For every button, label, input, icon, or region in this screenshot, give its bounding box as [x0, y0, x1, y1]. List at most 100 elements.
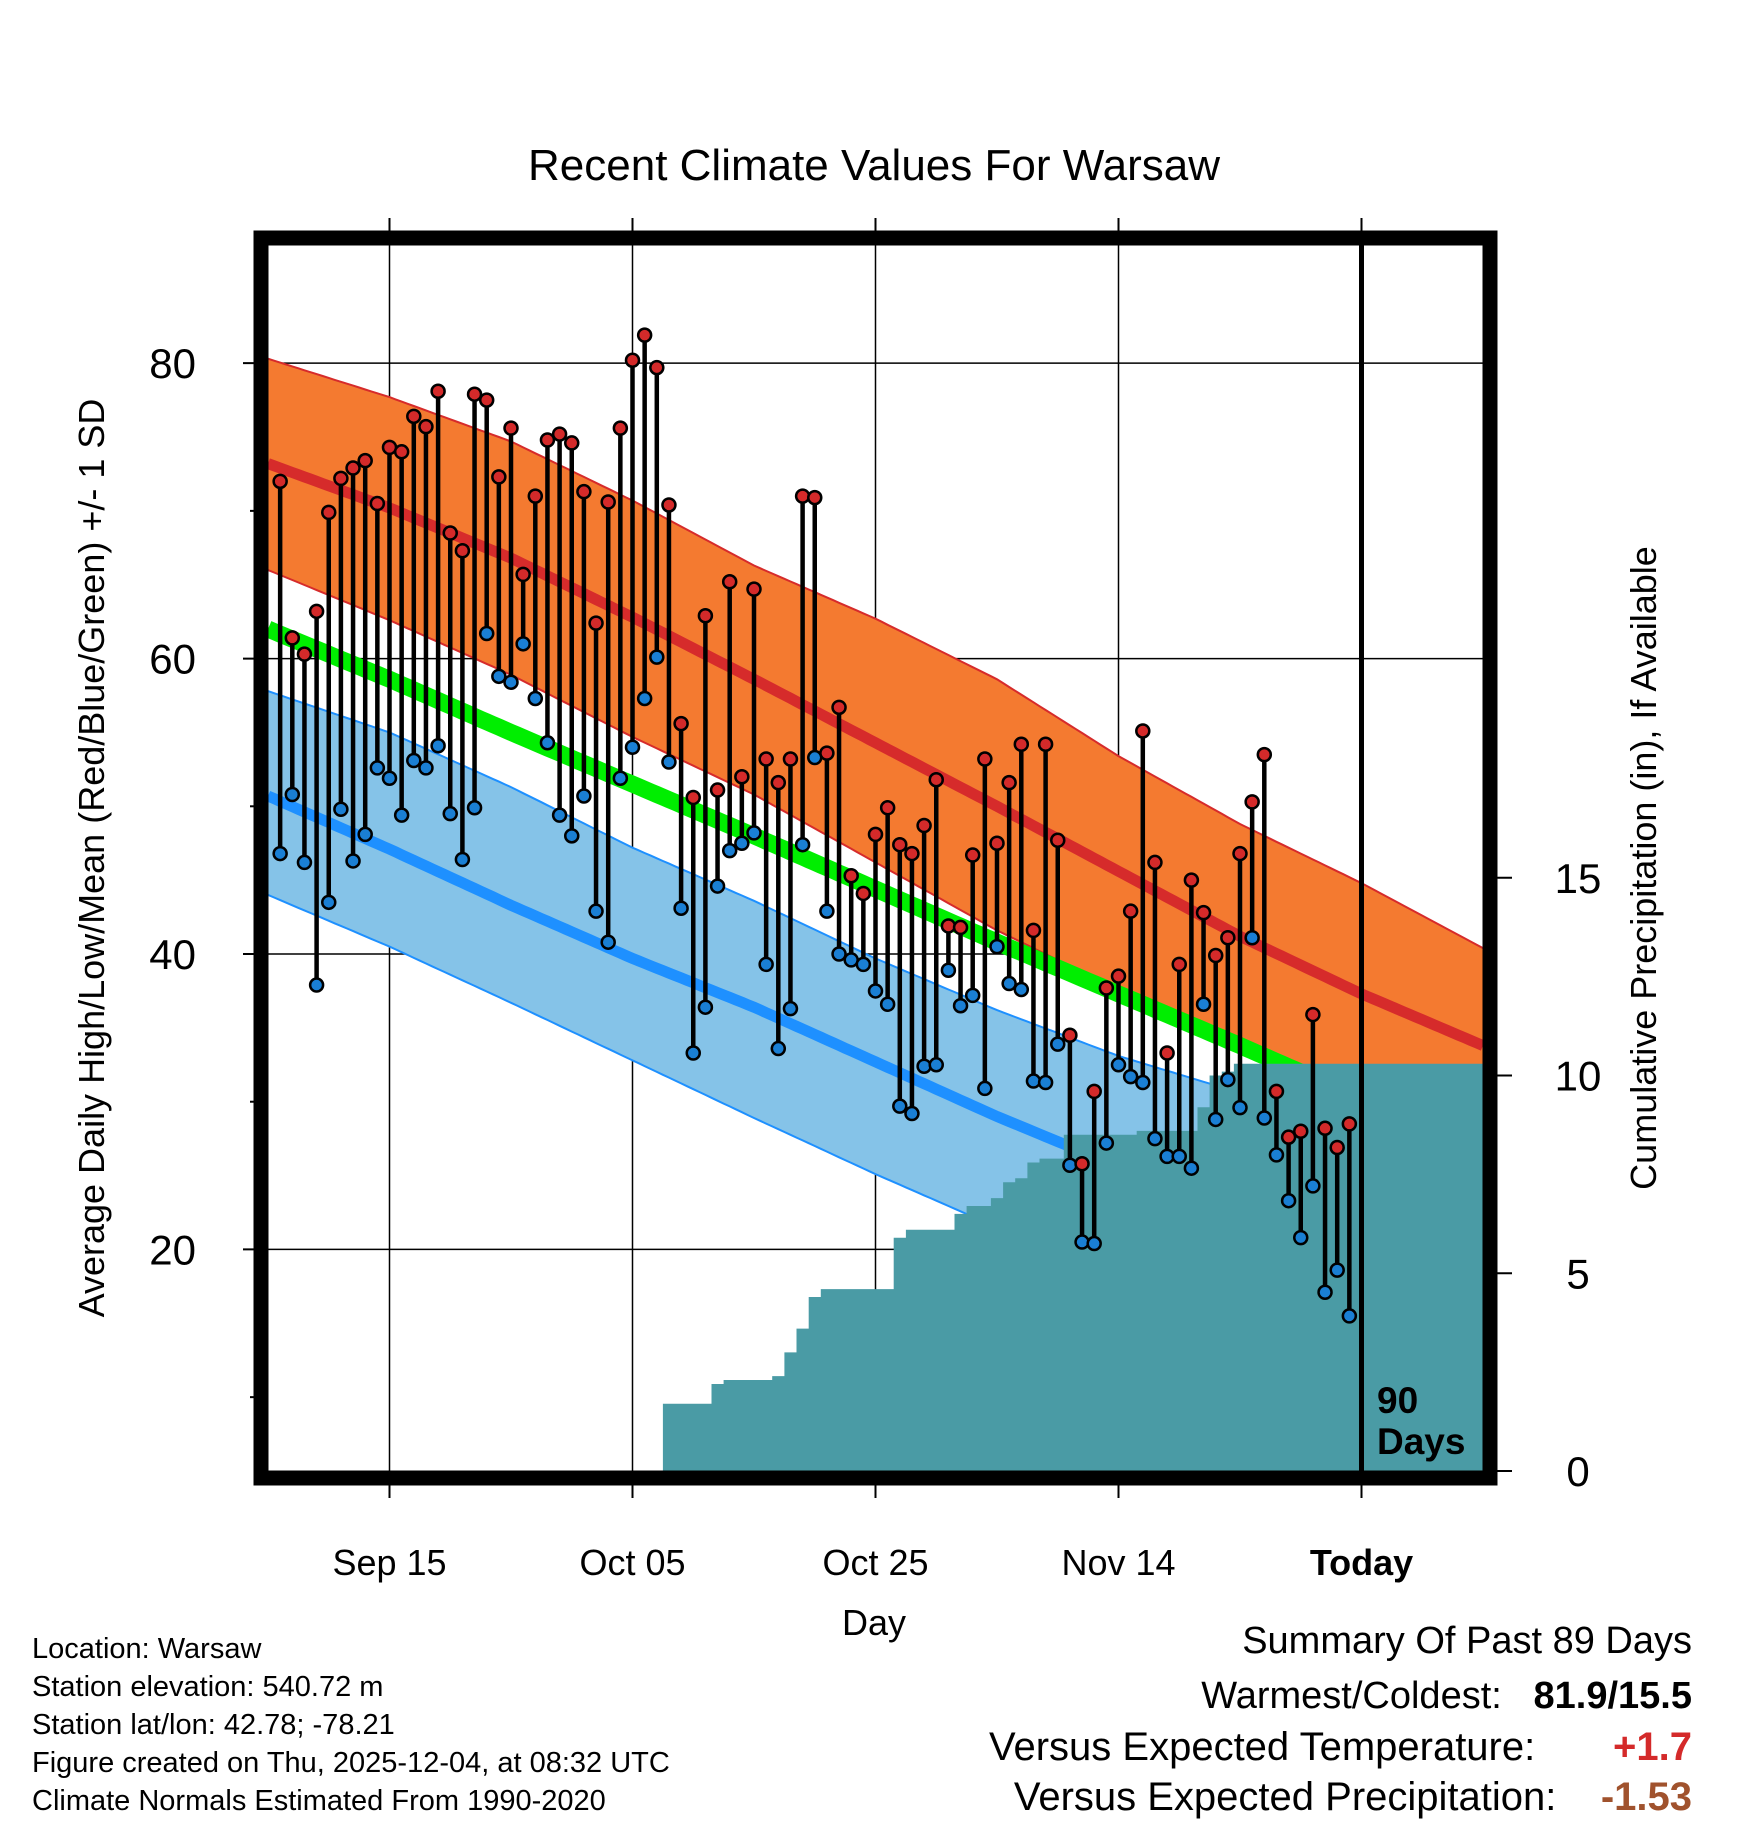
y2-tick-label: 5	[1566, 1250, 1589, 1297]
daily-high-point	[928, 771, 944, 788]
daily-low-point	[940, 962, 957, 979]
daily-high-point	[734, 769, 750, 785]
summary-warm-cold: Warmest/Coldest: 81.9/15.5	[1201, 1675, 1692, 1718]
daily-high-point	[1293, 1123, 1309, 1140]
daily-low-point	[649, 649, 665, 665]
daily-high-point	[1135, 723, 1151, 739]
daily-high-point	[867, 826, 884, 843]
daily-low-point	[661, 754, 677, 770]
daily-low-point	[758, 956, 774, 973]
daily-high-point	[1159, 1045, 1175, 1061]
daily-low-point	[867, 983, 884, 999]
daily-high-point	[636, 327, 653, 343]
daily-low-point	[491, 668, 507, 685]
daily-low-point	[430, 737, 446, 754]
daily-low-point	[977, 1080, 993, 1097]
elevation-text: Station elevation: 540.72 m	[32, 1671, 384, 1703]
daily-high-point	[649, 359, 665, 376]
daily-low-point	[734, 835, 750, 851]
daily-low-point	[1305, 1178, 1321, 1194]
daily-high-point	[1220, 930, 1236, 946]
daily-high-point	[831, 699, 847, 716]
daily-low-point	[515, 636, 531, 652]
daily-low-point	[418, 760, 434, 776]
daily-low-point	[952, 997, 969, 1014]
y-tick-label: 20	[149, 1226, 196, 1273]
daily-high-point	[782, 751, 799, 767]
created-text: Figure created on Thu, 2025-12-04, at 08…	[32, 1747, 670, 1779]
daily-high-point	[1086, 1083, 1102, 1100]
daily-low-point	[527, 690, 544, 707]
daily-high-point	[345, 460, 361, 476]
daily-low-point	[1171, 1148, 1187, 1165]
daily-high-point	[551, 426, 568, 442]
daily-high-point	[442, 525, 458, 541]
daily-high-point	[296, 646, 313, 662]
daily-low-point	[564, 828, 580, 844]
high-normal-line	[268, 458, 1483, 1051]
daily-low-point	[406, 752, 422, 769]
axes: 20 40 60 80 Sep 15 Oct 05 Oct 25 Nov 14 Today 0 5 1…	[149, 218, 1601, 1583]
daily-high-point	[1329, 1139, 1345, 1156]
daily-high-point	[1122, 903, 1139, 919]
daily-low-point	[1050, 1036, 1066, 1052]
daily-high-point	[1195, 904, 1212, 921]
daily-low-point	[1256, 1110, 1273, 1126]
summary-precip: Versus Expected Precipitation: -1.53	[1014, 1775, 1692, 1820]
daily-high-point	[1207, 947, 1224, 964]
y-tick-label: 40	[149, 931, 196, 978]
daily-low-point	[333, 801, 349, 818]
daily-low-point	[369, 760, 386, 776]
daily-low-point	[1098, 1135, 1115, 1151]
daily-high-point	[1305, 1006, 1321, 1023]
daily-low-point	[709, 878, 726, 894]
daily-high-point	[770, 774, 787, 791]
y-tick-label: 80	[149, 340, 196, 387]
daily-low-point	[1135, 1074, 1151, 1091]
daily-low-point	[782, 1000, 799, 1017]
daily-high-point	[406, 408, 422, 425]
daily-low-point	[1037, 1074, 1054, 1091]
daily-high-point	[661, 497, 677, 513]
today-days-number: 90	[1377, 1380, 1418, 1421]
daily-high-point	[709, 782, 726, 798]
daily-low-point	[308, 977, 325, 993]
daily-high-point	[1317, 1120, 1333, 1137]
cumulative-precip-area	[650, 1063, 1483, 1471]
daily-high-point	[491, 469, 507, 485]
high-sd-upper-edge	[268, 357, 1483, 949]
summary-temp: Versus Expected Temperature: +1.7	[989, 1725, 1692, 1770]
daily-low-point	[503, 674, 519, 690]
daily-high-point	[357, 452, 373, 469]
daily-low-point	[466, 800, 483, 816]
daily-low-point	[612, 770, 629, 786]
x-tick-label: Oct 25	[822, 1542, 928, 1583]
daily-low-point	[989, 938, 1005, 955]
daily-low-point	[1110, 1057, 1127, 1073]
precip-value: -1.53	[1600, 1775, 1692, 1819]
daily-low-point	[345, 853, 361, 869]
daily-low-point	[454, 851, 471, 868]
daily-high-point	[588, 615, 604, 631]
daily-low-point	[636, 690, 653, 707]
daily-high-point	[333, 470, 349, 487]
daily-high-point	[503, 420, 519, 436]
precip-label: Versus Expected Precipitation:	[1013, 1775, 1557, 1819]
daily-high-point	[819, 745, 835, 761]
daily-high-point	[321, 504, 337, 521]
daily-low-point	[1268, 1147, 1285, 1163]
y2-tick-label: 15	[1555, 855, 1602, 902]
warm-cold-label: Warmest/Coldest:	[1201, 1675, 1502, 1717]
daily-low-point	[1183, 1160, 1200, 1176]
daily-high-point	[527, 488, 544, 504]
daily-high-point	[977, 751, 993, 767]
daily-high-point	[1098, 980, 1115, 996]
x-axis-label: Day	[842, 1602, 906, 1643]
latlon-text: Station lat/lon: 42.78; -78.21	[32, 1709, 395, 1741]
daily-high-point	[1037, 736, 1054, 753]
daily-low-point	[879, 996, 896, 1012]
daily-low-point	[272, 845, 288, 862]
daily-high-point	[1001, 774, 1017, 791]
daily-high-point	[1244, 794, 1260, 810]
daily-low-point	[819, 903, 835, 919]
